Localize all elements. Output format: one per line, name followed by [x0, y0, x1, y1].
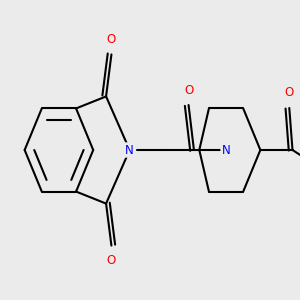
- Text: O: O: [107, 254, 116, 267]
- Text: O: O: [107, 33, 116, 46]
- Text: N: N: [222, 143, 230, 157]
- Text: N: N: [125, 143, 134, 157]
- Text: O: O: [184, 83, 193, 97]
- Text: O: O: [285, 86, 294, 100]
